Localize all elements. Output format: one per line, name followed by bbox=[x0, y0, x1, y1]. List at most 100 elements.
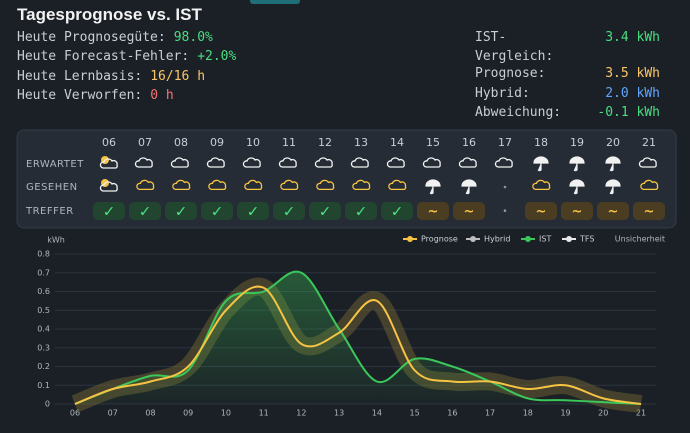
hit-mark: ✓ bbox=[175, 203, 188, 221]
legend-label: TFS bbox=[579, 235, 594, 244]
hit-mark: ✓ bbox=[247, 203, 260, 221]
hit-cell bbox=[633, 202, 665, 220]
x-tick-label: 17 bbox=[485, 409, 495, 418]
legend-label: Prognose bbox=[421, 235, 458, 244]
legend-label: IST bbox=[539, 235, 551, 244]
cloud-icon bbox=[458, 157, 477, 168]
hour-label: 15 bbox=[426, 136, 440, 149]
hit-mark: ~ bbox=[464, 205, 475, 220]
row-label: TREFFER bbox=[25, 206, 74, 217]
cloud-icon bbox=[172, 179, 191, 191]
cloud-icon bbox=[532, 179, 551, 191]
cloud-icon bbox=[99, 181, 118, 192]
y-tick-label: 0.5 bbox=[37, 306, 50, 315]
stat-label: IST-Vergleich: bbox=[475, 30, 554, 64]
hit-cell bbox=[417, 202, 449, 220]
legend-dot bbox=[525, 236, 531, 242]
y-tick-label: 0.2 bbox=[37, 362, 50, 371]
stat-label: Heute Lernbasis: bbox=[17, 68, 143, 84]
hit-cell bbox=[453, 202, 485, 220]
hour-label: 12 bbox=[318, 136, 332, 149]
hit-cell bbox=[309, 202, 341, 220]
hit-mark: ✓ bbox=[283, 203, 296, 221]
hour-label: 08 bbox=[174, 136, 188, 149]
hour-label: 16 bbox=[462, 136, 476, 149]
cloud-icon bbox=[388, 179, 407, 191]
cloud-icon bbox=[208, 179, 227, 191]
hit-cell bbox=[129, 202, 161, 220]
row-label: GESEHEN bbox=[26, 182, 78, 193]
hit-mark: ✓ bbox=[355, 203, 368, 221]
hit-cell bbox=[237, 202, 269, 220]
hit-mark: ~ bbox=[608, 205, 619, 220]
hour-label: 18 bbox=[534, 136, 548, 149]
cloud-icon bbox=[314, 157, 333, 168]
stat-value: -0.1 kWh bbox=[597, 105, 660, 120]
y-tick-label: 0.3 bbox=[37, 343, 50, 352]
x-tick-label: 13 bbox=[334, 409, 344, 418]
cloud-icon bbox=[640, 179, 659, 191]
hit-cell bbox=[93, 202, 125, 220]
cloud-icon bbox=[242, 157, 261, 168]
umbrella-icon bbox=[425, 179, 441, 195]
area bbox=[75, 271, 641, 404]
legend-label: Unsicherheit bbox=[615, 235, 665, 244]
legend-dot bbox=[470, 236, 476, 242]
x-tick-label: 14 bbox=[372, 409, 382, 418]
cloud-icon bbox=[99, 158, 118, 169]
stat-value: 3.5 kWh bbox=[605, 66, 660, 81]
hour-label: 17 bbox=[498, 136, 512, 149]
hit-cell bbox=[597, 202, 629, 220]
legend-dot bbox=[566, 236, 572, 242]
hit-mark: · bbox=[503, 205, 508, 220]
stat-value: 98.0% bbox=[173, 30, 213, 45]
stat-value: 0 h bbox=[150, 87, 174, 103]
cloud-icon bbox=[170, 157, 189, 168]
x-tick-label: 12 bbox=[296, 409, 306, 418]
cloud-icon bbox=[136, 179, 155, 191]
hour-label: 21 bbox=[642, 136, 656, 149]
stat-label: Heute Prognosegüte: bbox=[17, 30, 166, 45]
x-tick-label: 19 bbox=[560, 409, 570, 418]
hit-cell bbox=[381, 202, 413, 220]
hour-label: 11 bbox=[282, 136, 296, 149]
hit-mark: ✓ bbox=[211, 203, 224, 221]
stat-label: Hybrid: bbox=[475, 86, 530, 101]
stat-value: 3.4 kWh bbox=[605, 30, 660, 45]
x-tick-label: 21 bbox=[636, 409, 646, 418]
unit-label: kWh bbox=[47, 236, 65, 245]
stat-label: Prognose: bbox=[475, 66, 546, 81]
hit-mark: ~ bbox=[644, 205, 655, 220]
y-tick-label: 0.7 bbox=[37, 268, 50, 277]
cloud-icon bbox=[280, 179, 299, 191]
hit-mark: ✓ bbox=[139, 203, 152, 221]
hit-mark: ✓ bbox=[103, 203, 116, 221]
y-tick-label: 0.6 bbox=[37, 287, 50, 296]
hit-cell bbox=[561, 202, 593, 220]
legend-dot bbox=[407, 236, 413, 242]
hit-mark: ✓ bbox=[391, 203, 404, 221]
hour-label: 19 bbox=[570, 136, 584, 149]
hit-mark: ~ bbox=[572, 205, 583, 220]
hour-label: 20 bbox=[606, 136, 620, 149]
umbrella-icon bbox=[605, 179, 621, 195]
umbrella-icon bbox=[533, 156, 549, 172]
cloud-icon bbox=[352, 179, 371, 191]
x-tick-label: 20 bbox=[598, 409, 608, 418]
row-label: ERWARTET bbox=[26, 159, 84, 170]
y-tick-label: 0 bbox=[45, 400, 50, 409]
cloud-icon bbox=[278, 157, 297, 168]
x-tick-label: 11 bbox=[259, 409, 269, 418]
umbrella-icon bbox=[605, 156, 621, 172]
umbrella-icon bbox=[461, 179, 477, 195]
stat-value: 2.0 kWh bbox=[605, 86, 660, 101]
x-tick-label: 18 bbox=[523, 409, 533, 418]
hit-cell bbox=[525, 202, 557, 220]
x-tick-label: 16 bbox=[447, 409, 457, 418]
hit-cell bbox=[201, 202, 233, 220]
hour-label: 06 bbox=[102, 136, 116, 149]
cloud-icon bbox=[134, 157, 153, 168]
x-tick-label: 07 bbox=[108, 409, 118, 418]
